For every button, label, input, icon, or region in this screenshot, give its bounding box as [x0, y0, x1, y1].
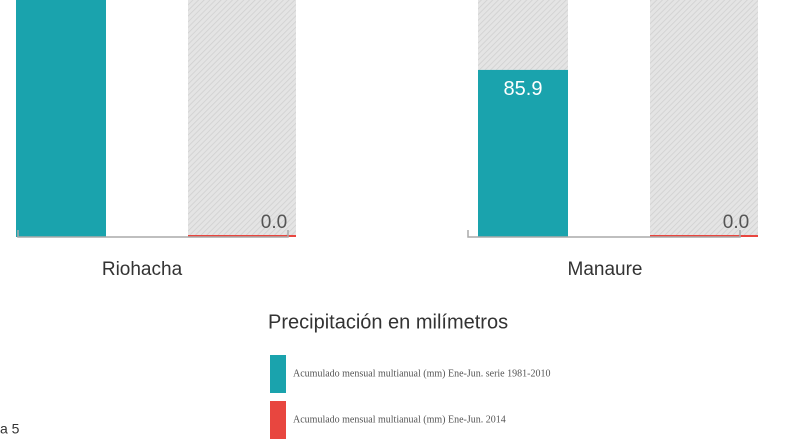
- bar: [650, 235, 758, 237]
- legend-swatch: [270, 401, 286, 439]
- legend-label: Acumulado mensual multianual (mm) Ene-Ju…: [293, 368, 550, 379]
- bar: [16, 0, 106, 237]
- bar: [188, 235, 296, 237]
- legend-swatch: [270, 355, 286, 393]
- axis-line: [467, 230, 741, 238]
- bar-background: [650, 0, 758, 237]
- data-label: 0.0: [723, 212, 749, 233]
- axis-line: [17, 230, 289, 238]
- footnote: a 5: [0, 421, 20, 437]
- x-tick-label: Riohacha: [102, 259, 183, 280]
- data-label: 85.9: [504, 78, 543, 100]
- x-tick-label: Manaure: [568, 259, 643, 280]
- legend-label: Acumulado mensual multianual (mm) Ene-Ju…: [293, 414, 506, 425]
- data-label: 0.0: [261, 212, 287, 233]
- bar: [478, 69, 568, 237]
- bar-background: [188, 0, 296, 237]
- legend-title: Precipitación en milímetros: [268, 311, 508, 333]
